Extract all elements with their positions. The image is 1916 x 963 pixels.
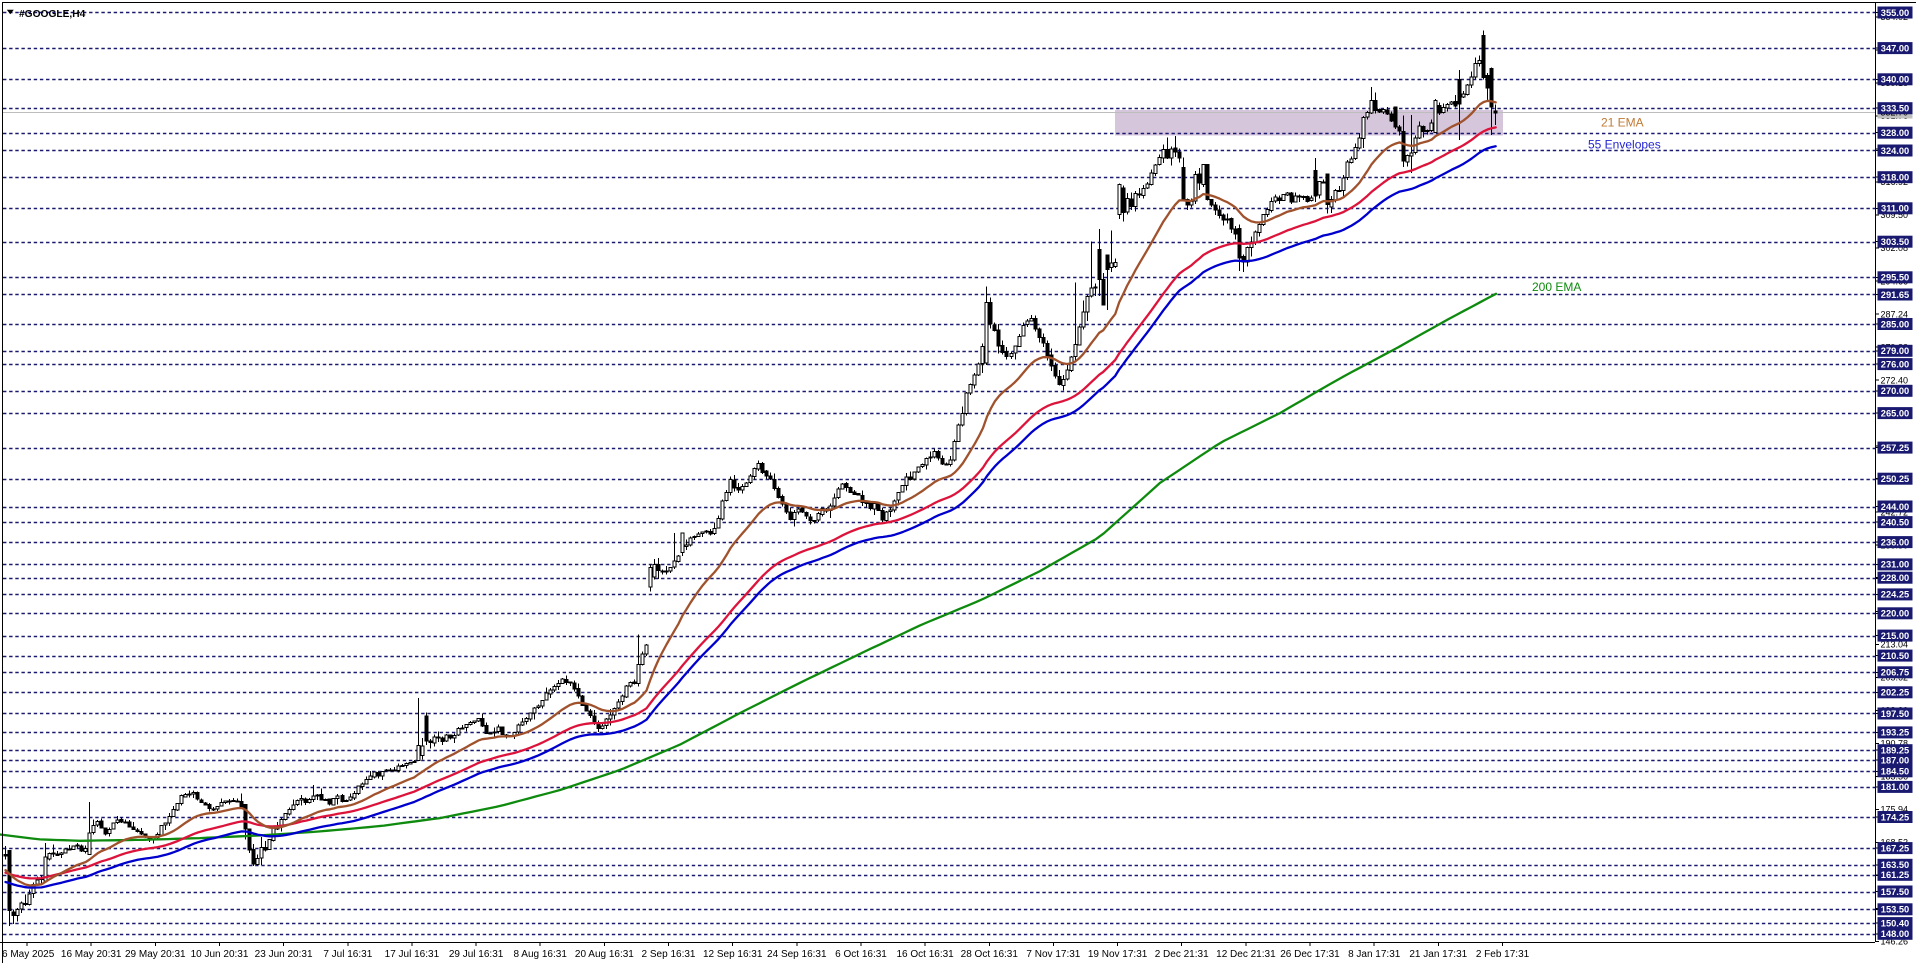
- svg-text:295.50: 295.50: [1881, 273, 1909, 283]
- svg-text:21 Jan 17:31: 21 Jan 17:31: [1409, 949, 1467, 960]
- svg-text:193.25: 193.25: [1881, 728, 1909, 738]
- svg-text:163.50: 163.50: [1881, 860, 1909, 870]
- svg-text:17 Jul 16:31: 17 Jul 16:31: [385, 949, 440, 960]
- svg-text:184.50: 184.50: [1881, 767, 1909, 777]
- svg-text:55 Envelopes: 55 Envelopes: [1588, 138, 1661, 152]
- svg-text:265.00: 265.00: [1881, 408, 1909, 418]
- svg-text:303.50: 303.50: [1881, 237, 1909, 247]
- svg-text:167.25: 167.25: [1881, 843, 1909, 853]
- svg-text:309.50: 309.50: [1881, 210, 1909, 220]
- svg-text:12 Dec 21:31: 12 Dec 21:31: [1216, 949, 1276, 960]
- svg-text:276.00: 276.00: [1881, 359, 1909, 369]
- svg-text:19 Nov 17:31: 19 Nov 17:31: [1088, 949, 1148, 960]
- svg-text:2 Dec 21:31: 2 Dec 21:31: [1155, 949, 1209, 960]
- svg-text:7 Jul 16:31: 7 Jul 16:31: [323, 949, 372, 960]
- svg-text:24 Sep 16:31: 24 Sep 16:31: [767, 949, 827, 960]
- svg-text:189.25: 189.25: [1881, 746, 1909, 756]
- svg-text:287.24: 287.24: [1881, 309, 1909, 319]
- svg-text:26 Dec 17:31: 26 Dec 17:31: [1280, 949, 1340, 960]
- svg-text:8 Jan 17:31: 8 Jan 17:31: [1348, 949, 1401, 960]
- svg-text:29 May 20:31: 29 May 20:31: [125, 949, 186, 960]
- svg-text:6 Oct 16:31: 6 Oct 16:31: [835, 949, 887, 960]
- svg-text:347.00: 347.00: [1881, 43, 1909, 53]
- svg-text:231.00: 231.00: [1881, 560, 1909, 570]
- svg-text:12 Sep 16:31: 12 Sep 16:31: [703, 949, 763, 960]
- svg-text:333.50: 333.50: [1881, 104, 1909, 114]
- svg-text:355.00: 355.00: [1881, 8, 1909, 18]
- svg-text:10 Jun 20:31: 10 Jun 20:31: [191, 949, 249, 960]
- svg-text:153.50: 153.50: [1881, 905, 1909, 915]
- svg-text:6 May 2025: 6 May 2025: [2, 949, 55, 960]
- svg-text:291.65: 291.65: [1881, 290, 1909, 300]
- svg-text:228.00: 228.00: [1881, 573, 1909, 583]
- svg-text:20 Aug 16:31: 20 Aug 16:31: [575, 949, 634, 960]
- svg-text:210.50: 210.50: [1881, 651, 1909, 661]
- svg-text:161.25: 161.25: [1881, 870, 1909, 880]
- svg-text:175.94: 175.94: [1881, 805, 1909, 815]
- svg-text:181.00: 181.00: [1881, 782, 1909, 792]
- svg-text:197.50: 197.50: [1881, 709, 1909, 719]
- svg-text:23 Jun 20:31: 23 Jun 20:31: [255, 949, 313, 960]
- svg-text:340.00: 340.00: [1881, 75, 1909, 85]
- svg-text:157.50: 157.50: [1881, 887, 1909, 897]
- svg-text:250.25: 250.25: [1881, 474, 1909, 484]
- svg-text:21 EMA: 21 EMA: [1601, 116, 1644, 130]
- svg-text:206.75: 206.75: [1881, 668, 1909, 678]
- svg-text:224.25: 224.25: [1881, 590, 1909, 600]
- svg-text:236.00: 236.00: [1881, 537, 1909, 547]
- svg-text:285.00: 285.00: [1881, 319, 1909, 329]
- svg-text:7 Nov 17:31: 7 Nov 17:31: [1026, 949, 1080, 960]
- svg-text:311.00: 311.00: [1881, 204, 1909, 214]
- svg-text:2 Sep 16:31: 2 Sep 16:31: [642, 949, 696, 960]
- svg-text:148.00: 148.00: [1881, 929, 1909, 939]
- svg-text:2 Feb 17:31: 2 Feb 17:31: [1476, 949, 1530, 960]
- svg-text:220.00: 220.00: [1881, 609, 1909, 619]
- svg-text:318.00: 318.00: [1881, 173, 1909, 183]
- svg-text:187.00: 187.00: [1881, 756, 1909, 766]
- svg-text:146.26: 146.26: [1881, 937, 1909, 947]
- svg-text:190.78: 190.78: [1881, 739, 1909, 749]
- svg-text:215.00: 215.00: [1881, 631, 1909, 641]
- svg-text:213.04: 213.04: [1881, 640, 1909, 650]
- svg-text:328.00: 328.00: [1881, 128, 1909, 138]
- svg-text:8 Aug 16:31: 8 Aug 16:31: [514, 949, 568, 960]
- svg-text:270.00: 270.00: [1881, 386, 1909, 396]
- svg-text:202.25: 202.25: [1881, 688, 1909, 698]
- svg-text:174.25: 174.25: [1881, 812, 1909, 822]
- svg-text:257.25: 257.25: [1881, 443, 1909, 453]
- svg-text:272.40: 272.40: [1881, 375, 1909, 385]
- svg-text:302.08: 302.08: [1881, 243, 1909, 253]
- svg-text:240.50: 240.50: [1881, 517, 1909, 527]
- svg-text:16 Oct 16:31: 16 Oct 16:31: [896, 949, 954, 960]
- svg-text:16 May 20:31: 16 May 20:31: [61, 949, 122, 960]
- svg-text:#GOOGLE,H4: #GOOGLE,H4: [19, 9, 86, 20]
- svg-text:150.40: 150.40: [1881, 918, 1909, 928]
- svg-text:324.00: 324.00: [1881, 146, 1909, 156]
- svg-text:29 Jul 16:31: 29 Jul 16:31: [449, 949, 504, 960]
- svg-text:28 Oct 16:31: 28 Oct 16:31: [961, 949, 1019, 960]
- svg-text:200 EMA: 200 EMA: [1532, 280, 1581, 294]
- svg-text:279.00: 279.00: [1881, 346, 1909, 356]
- svg-text:244.00: 244.00: [1881, 502, 1909, 512]
